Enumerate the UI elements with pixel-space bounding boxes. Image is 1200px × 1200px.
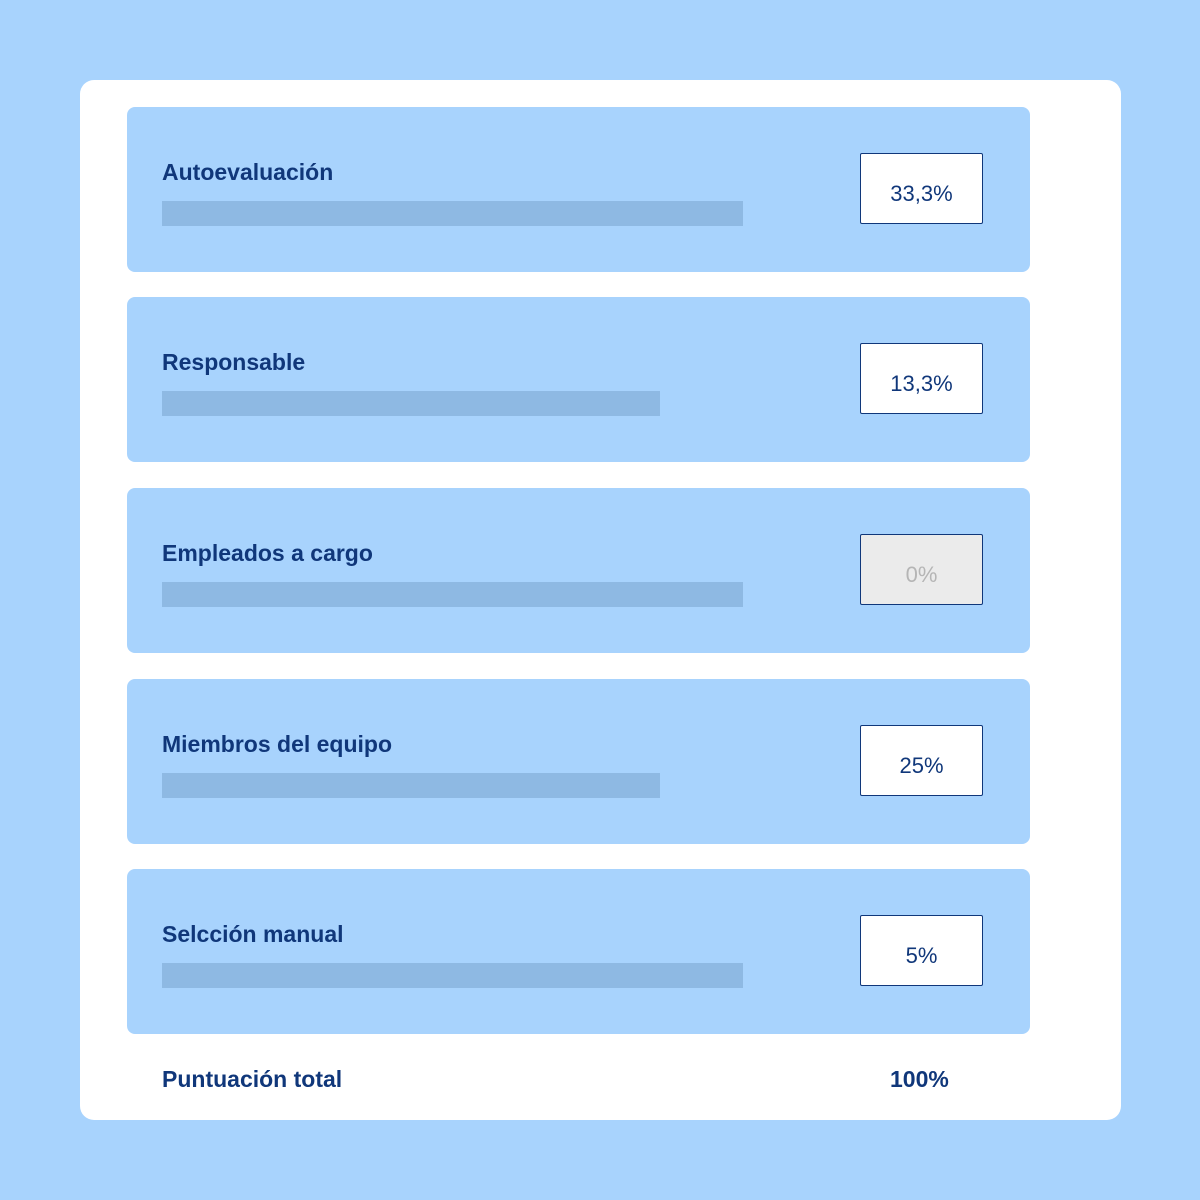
weight-input[interactable]: 25% bbox=[860, 725, 983, 796]
weight-row-responsable: Responsable 13,3% bbox=[127, 297, 1030, 462]
row-label: Autoevaluación bbox=[162, 159, 334, 185]
total-value: 100% bbox=[890, 1066, 949, 1092]
weight-input[interactable]: 13,3% bbox=[860, 343, 983, 414]
row-label: Selcción manual bbox=[162, 921, 344, 947]
row-bar bbox=[162, 773, 660, 798]
weight-row-seleccion-manual: Selcción manual 5% bbox=[127, 869, 1030, 1034]
row-bar bbox=[162, 201, 743, 226]
row-bar bbox=[162, 582, 743, 607]
weight-row-empleados: Empleados a cargo 0% bbox=[127, 488, 1030, 653]
row-label: Responsable bbox=[162, 349, 306, 375]
row-bar bbox=[162, 963, 743, 988]
weight-row-autoevaluacion: Autoevaluación 33,3% bbox=[127, 107, 1030, 272]
weight-input[interactable]: 5% bbox=[860, 915, 983, 986]
weight-input-disabled: 0% bbox=[860, 534, 983, 605]
row-bar bbox=[162, 391, 660, 416]
row-label: Empleados a cargo bbox=[162, 540, 373, 566]
row-label: Miembros del equipo bbox=[162, 731, 393, 757]
total-label: Puntuación total bbox=[162, 1066, 343, 1092]
weight-input[interactable]: 33,3% bbox=[860, 153, 983, 224]
weight-row-miembros: Miembros del equipo 25% bbox=[127, 679, 1030, 844]
